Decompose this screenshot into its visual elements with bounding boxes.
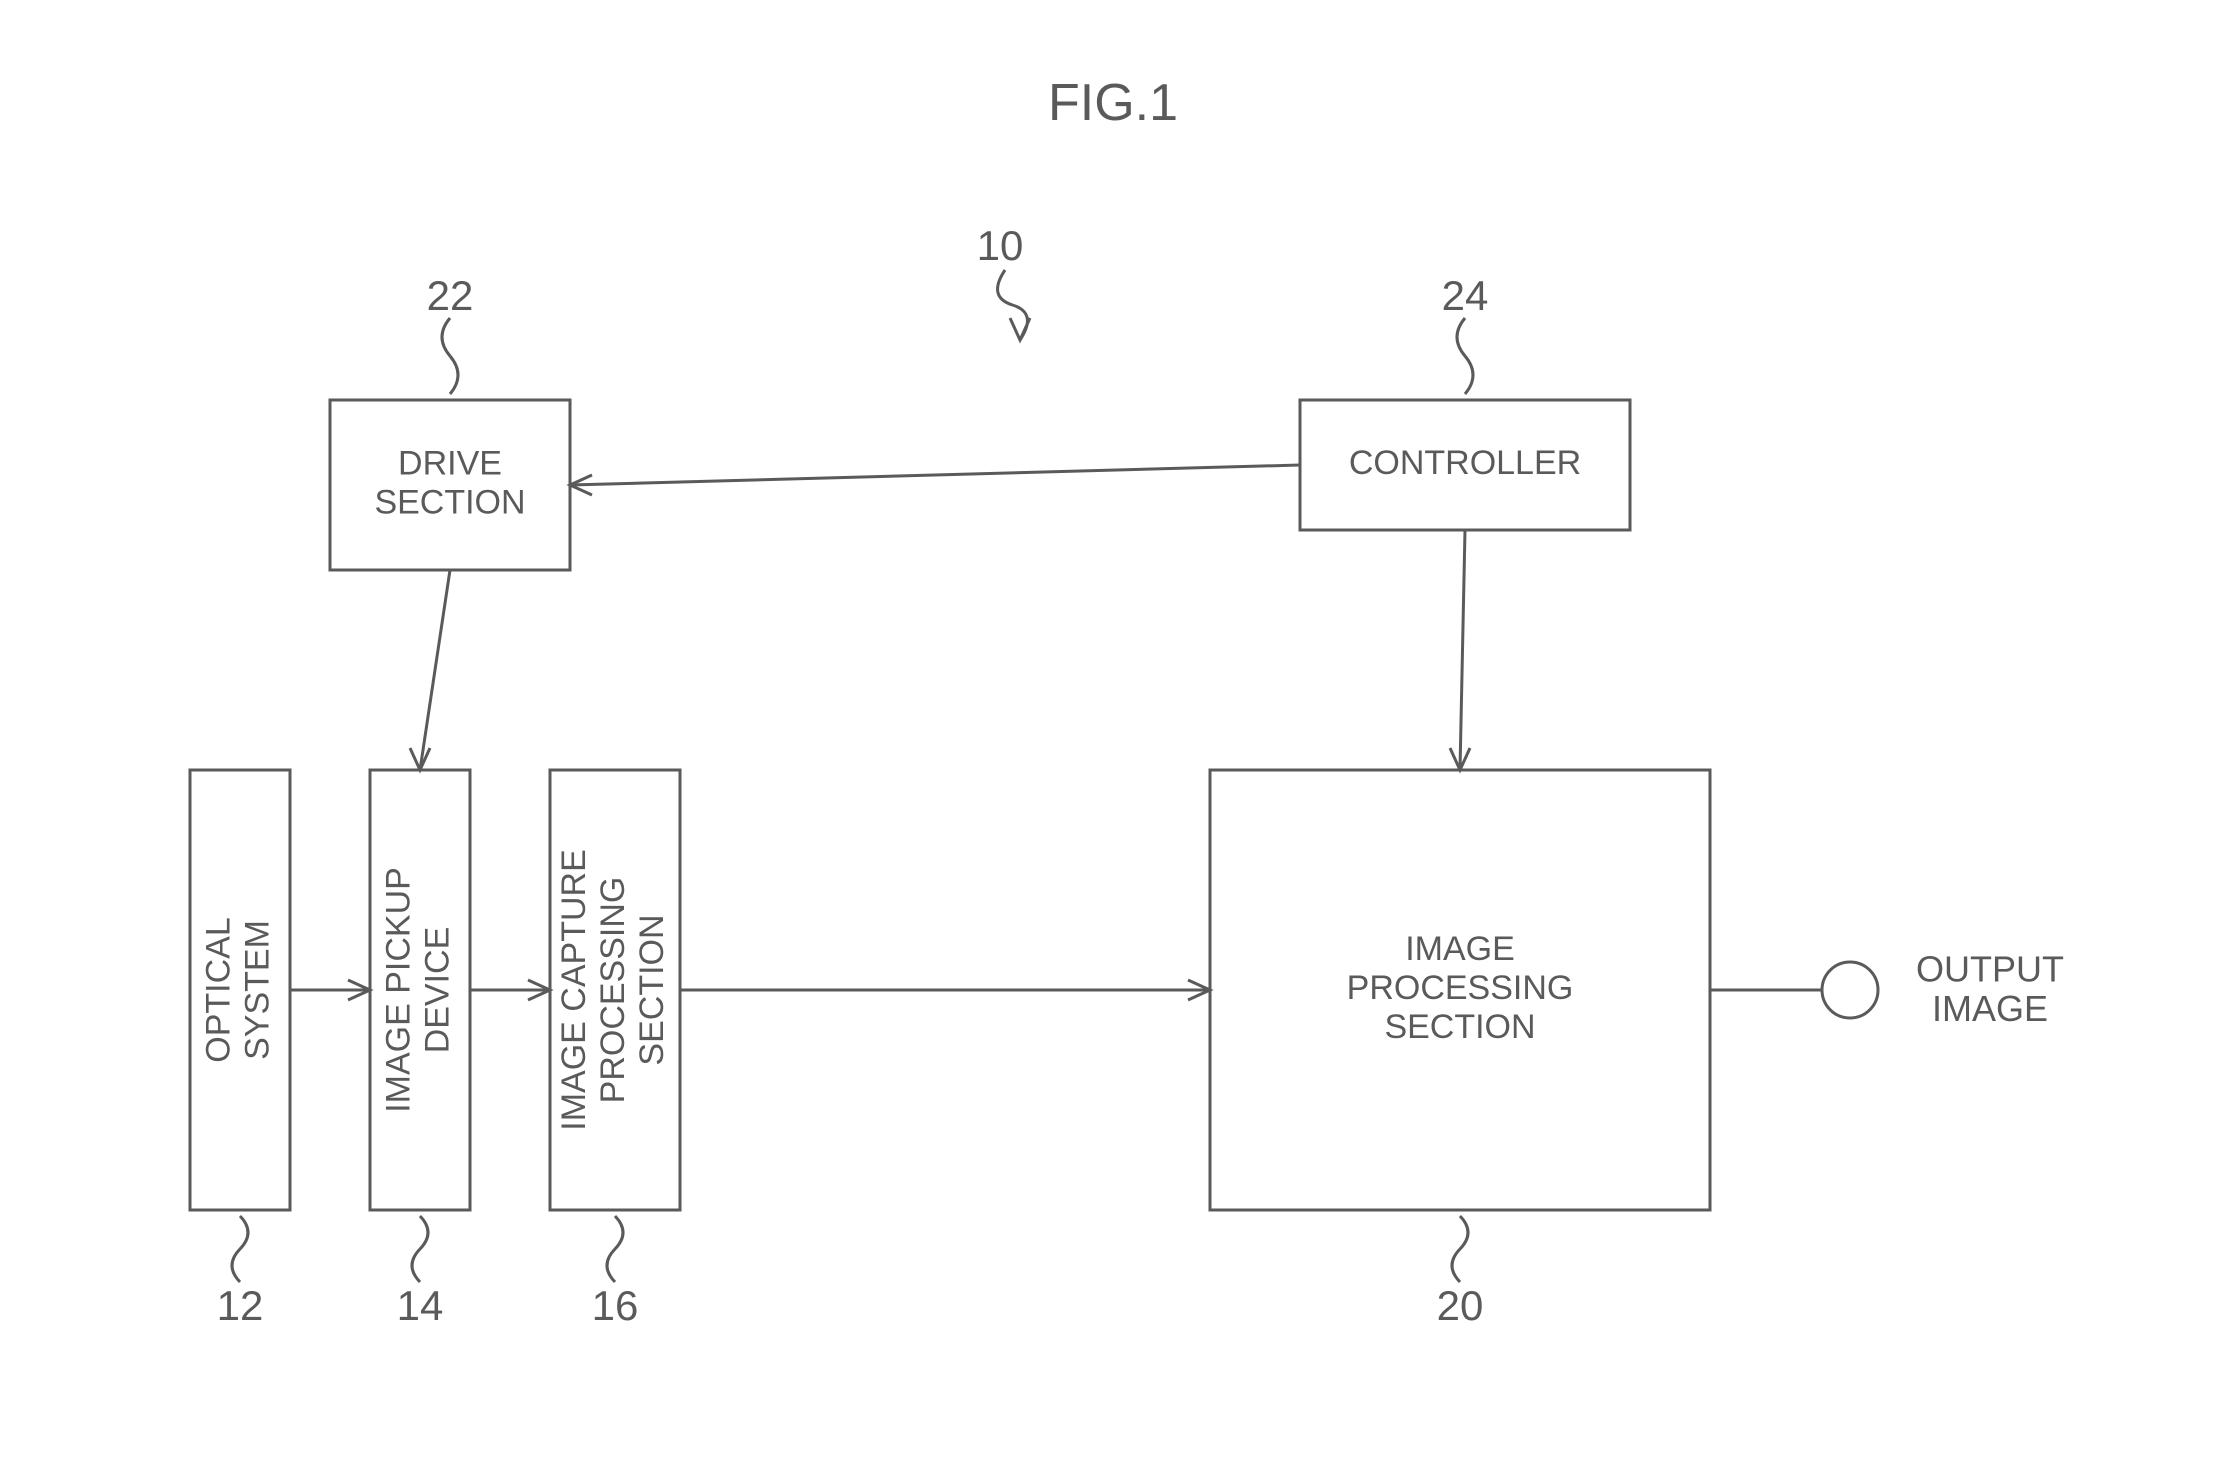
block-label-line: SECTION: [374, 484, 525, 522]
ref-lead-optical: [232, 1216, 248, 1282]
block-optical: OPTICALSYSTEM: [190, 770, 290, 1210]
block-label-line: IMAGE: [1405, 930, 1515, 968]
block-label-pickup: IMAGE PICKUPDEVICE: [379, 867, 456, 1113]
ref-optical: 12: [217, 1282, 264, 1329]
ref-pickup: 14: [397, 1282, 444, 1329]
output-label-line: OUTPUT: [1916, 949, 2064, 990]
block-label-line: PROCESSING: [1347, 969, 1574, 1007]
block-label-line: SECTION: [633, 914, 671, 1065]
output-terminal: [1822, 962, 1878, 1018]
block-controller: CONTROLLER: [1300, 400, 1630, 530]
edge-controller-ips: [1460, 530, 1465, 770]
block-label-line: SYSTEM: [239, 920, 277, 1060]
block-ips: IMAGEPROCESSINGSECTION: [1210, 770, 1710, 1210]
ref-lead-drive: [442, 318, 458, 394]
diagram-canvas: FIG.110DRIVESECTION22CONTROLLER24OPTICAL…: [0, 0, 2226, 1483]
ref-lead-capture: [607, 1216, 623, 1282]
ref-lead-ips: [1452, 1216, 1468, 1282]
block-label-line: DEVICE: [419, 927, 457, 1054]
ref-ips: 20: [1437, 1282, 1484, 1329]
block-label-optical: OPTICALSYSTEM: [199, 917, 276, 1062]
ref-lead-overall: [998, 270, 1028, 340]
ref-capture: 16: [592, 1282, 639, 1329]
figure-title: FIG.1: [1048, 74, 1178, 132]
block-label-capture: IMAGE CAPTUREPROCESSINGSECTION: [555, 849, 671, 1130]
block-label-line: SECTION: [1384, 1008, 1535, 1046]
arrow-head: [410, 748, 430, 770]
ref-overall: 10: [977, 222, 1024, 269]
edge-drive-pickup: [420, 570, 450, 770]
block-label-line: IMAGE PICKUP: [379, 867, 417, 1113]
ref-drive: 22: [427, 272, 474, 319]
block-label-line: OPTICAL: [199, 917, 237, 1062]
ref-lead-controller: [1457, 318, 1473, 394]
block-label-line: DRIVE: [398, 444, 502, 482]
block-drive: DRIVESECTION: [330, 400, 570, 570]
ref-lead-pickup: [412, 1216, 428, 1282]
output-label-line: IMAGE: [1932, 988, 2048, 1029]
block-label-line: IMAGE CAPTURE: [555, 849, 593, 1130]
block-label-line: CONTROLLER: [1349, 444, 1581, 482]
block-capture: IMAGE CAPTUREPROCESSINGSECTION: [550, 770, 680, 1210]
edge-controller-drive: [570, 465, 1300, 485]
block-pickup: IMAGE PICKUPDEVICE: [370, 770, 470, 1210]
ref-controller: 24: [1442, 272, 1489, 319]
block-label-line: PROCESSING: [594, 877, 632, 1104]
